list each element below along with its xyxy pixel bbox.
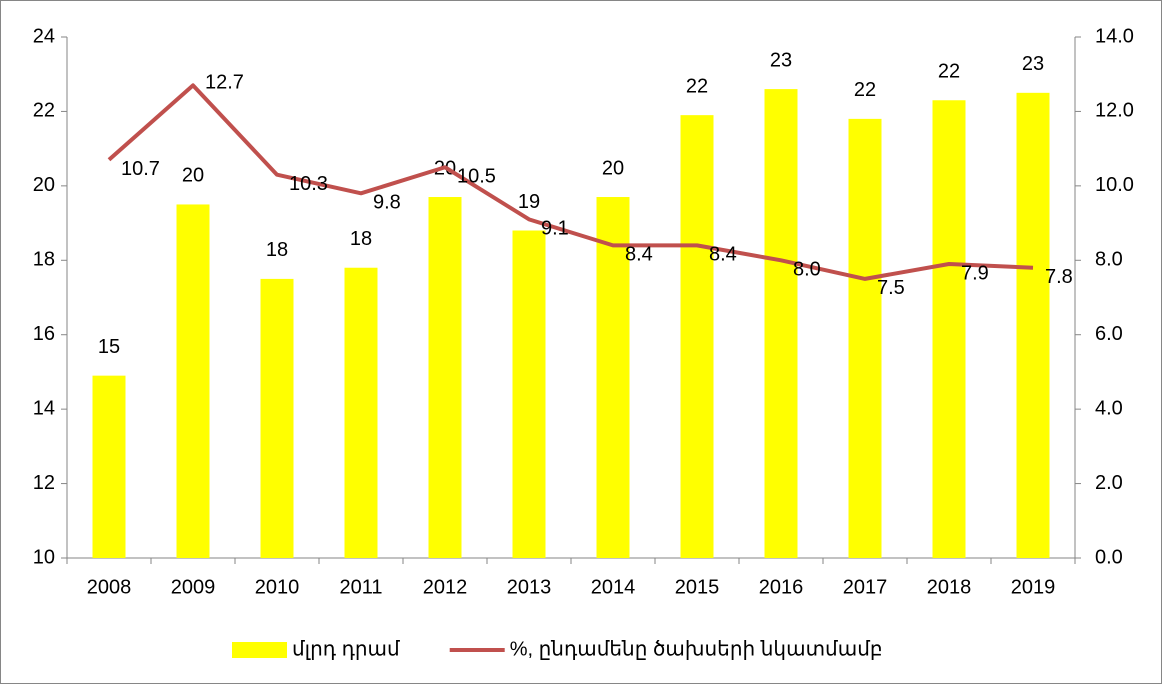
x-tick-label: 2015 bbox=[675, 576, 720, 598]
bar-label: 22 bbox=[938, 61, 960, 83]
x-tick-label: 2018 bbox=[927, 576, 972, 598]
x-tick-label: 2010 bbox=[255, 576, 300, 598]
bar-label: 20 bbox=[602, 157, 624, 179]
y2-tick-label: 14.0 bbox=[1095, 25, 1134, 47]
y-tick-label: 14 bbox=[33, 397, 55, 419]
x-tick-label: 2012 bbox=[423, 576, 468, 598]
line-label: 7.9 bbox=[961, 262, 989, 284]
bar-label: 23 bbox=[1022, 53, 1044, 75]
y-tick-label: 10 bbox=[33, 546, 55, 568]
legend-label: %, ընդամենը ծախսերի նկատմամբ bbox=[510, 638, 883, 660]
x-tick-label: 2013 bbox=[507, 576, 552, 598]
line-label: 10.7 bbox=[121, 158, 160, 180]
y-tick-label: 12 bbox=[33, 472, 55, 494]
y-tick-label: 16 bbox=[33, 323, 55, 345]
line bbox=[107, 83, 1034, 281]
x-tick-label: 2019 bbox=[1011, 576, 1056, 598]
legend-swatch bbox=[232, 642, 287, 658]
bar bbox=[848, 118, 882, 558]
line-label: 12.7 bbox=[205, 72, 244, 94]
x-tick-label: 2017 bbox=[843, 576, 888, 598]
bar bbox=[344, 267, 378, 558]
y-tick-label: 22 bbox=[33, 100, 55, 122]
line-label: 9.8 bbox=[373, 192, 401, 214]
line-label: 8.4 bbox=[709, 244, 737, 266]
y2-tick-label: 2.0 bbox=[1095, 472, 1123, 494]
bar-label: 18 bbox=[350, 228, 372, 250]
line-label: 10.5 bbox=[457, 166, 496, 188]
line-label: 8.0 bbox=[793, 259, 821, 281]
y2-tick-label: 0.0 bbox=[1095, 546, 1123, 568]
bar-label: 20 bbox=[182, 165, 204, 187]
line-label: 7.8 bbox=[1045, 266, 1073, 288]
bar bbox=[92, 375, 126, 558]
y-tick-label: 18 bbox=[33, 249, 55, 271]
bar bbox=[428, 197, 462, 558]
y-tick-label: 24 bbox=[33, 25, 55, 47]
x-tick-label: 2016 bbox=[759, 576, 804, 598]
line-label: 10.3 bbox=[289, 173, 328, 195]
bar-label: 22 bbox=[686, 75, 708, 97]
bar-label: 18 bbox=[266, 239, 288, 261]
bar bbox=[764, 89, 798, 558]
line-label: 9.1 bbox=[541, 218, 569, 240]
bar bbox=[512, 230, 546, 558]
bar bbox=[1016, 92, 1050, 559]
x-tick-label: 2008 bbox=[87, 576, 132, 598]
y-tick-label: 20 bbox=[33, 174, 55, 196]
y2-tick-label: 4.0 bbox=[1095, 397, 1123, 419]
y2-tick-label: 8.0 bbox=[1095, 249, 1123, 271]
y2-tick-label: 12.0 bbox=[1095, 100, 1134, 122]
y2-tick-label: 6.0 bbox=[1095, 323, 1123, 345]
bar-label: 23 bbox=[770, 49, 792, 71]
bar bbox=[932, 100, 966, 558]
y2-tick-label: 10.0 bbox=[1095, 174, 1134, 196]
line-label: 7.5 bbox=[877, 277, 905, 299]
bar-label: 15 bbox=[98, 336, 120, 358]
x-tick-label: 2014 bbox=[591, 576, 636, 598]
bar bbox=[176, 204, 210, 558]
bar-label: 19 bbox=[518, 191, 540, 213]
bar-label: 22 bbox=[854, 79, 876, 101]
bar bbox=[596, 197, 630, 558]
x-tick-label: 2011 bbox=[339, 576, 382, 598]
x-tick-label: 2009 bbox=[171, 576, 216, 598]
bar bbox=[680, 115, 714, 559]
line-label: 8.4 bbox=[625, 244, 653, 266]
legend-label: մլրդ դրամ bbox=[292, 638, 400, 660]
bar bbox=[260, 278, 294, 558]
